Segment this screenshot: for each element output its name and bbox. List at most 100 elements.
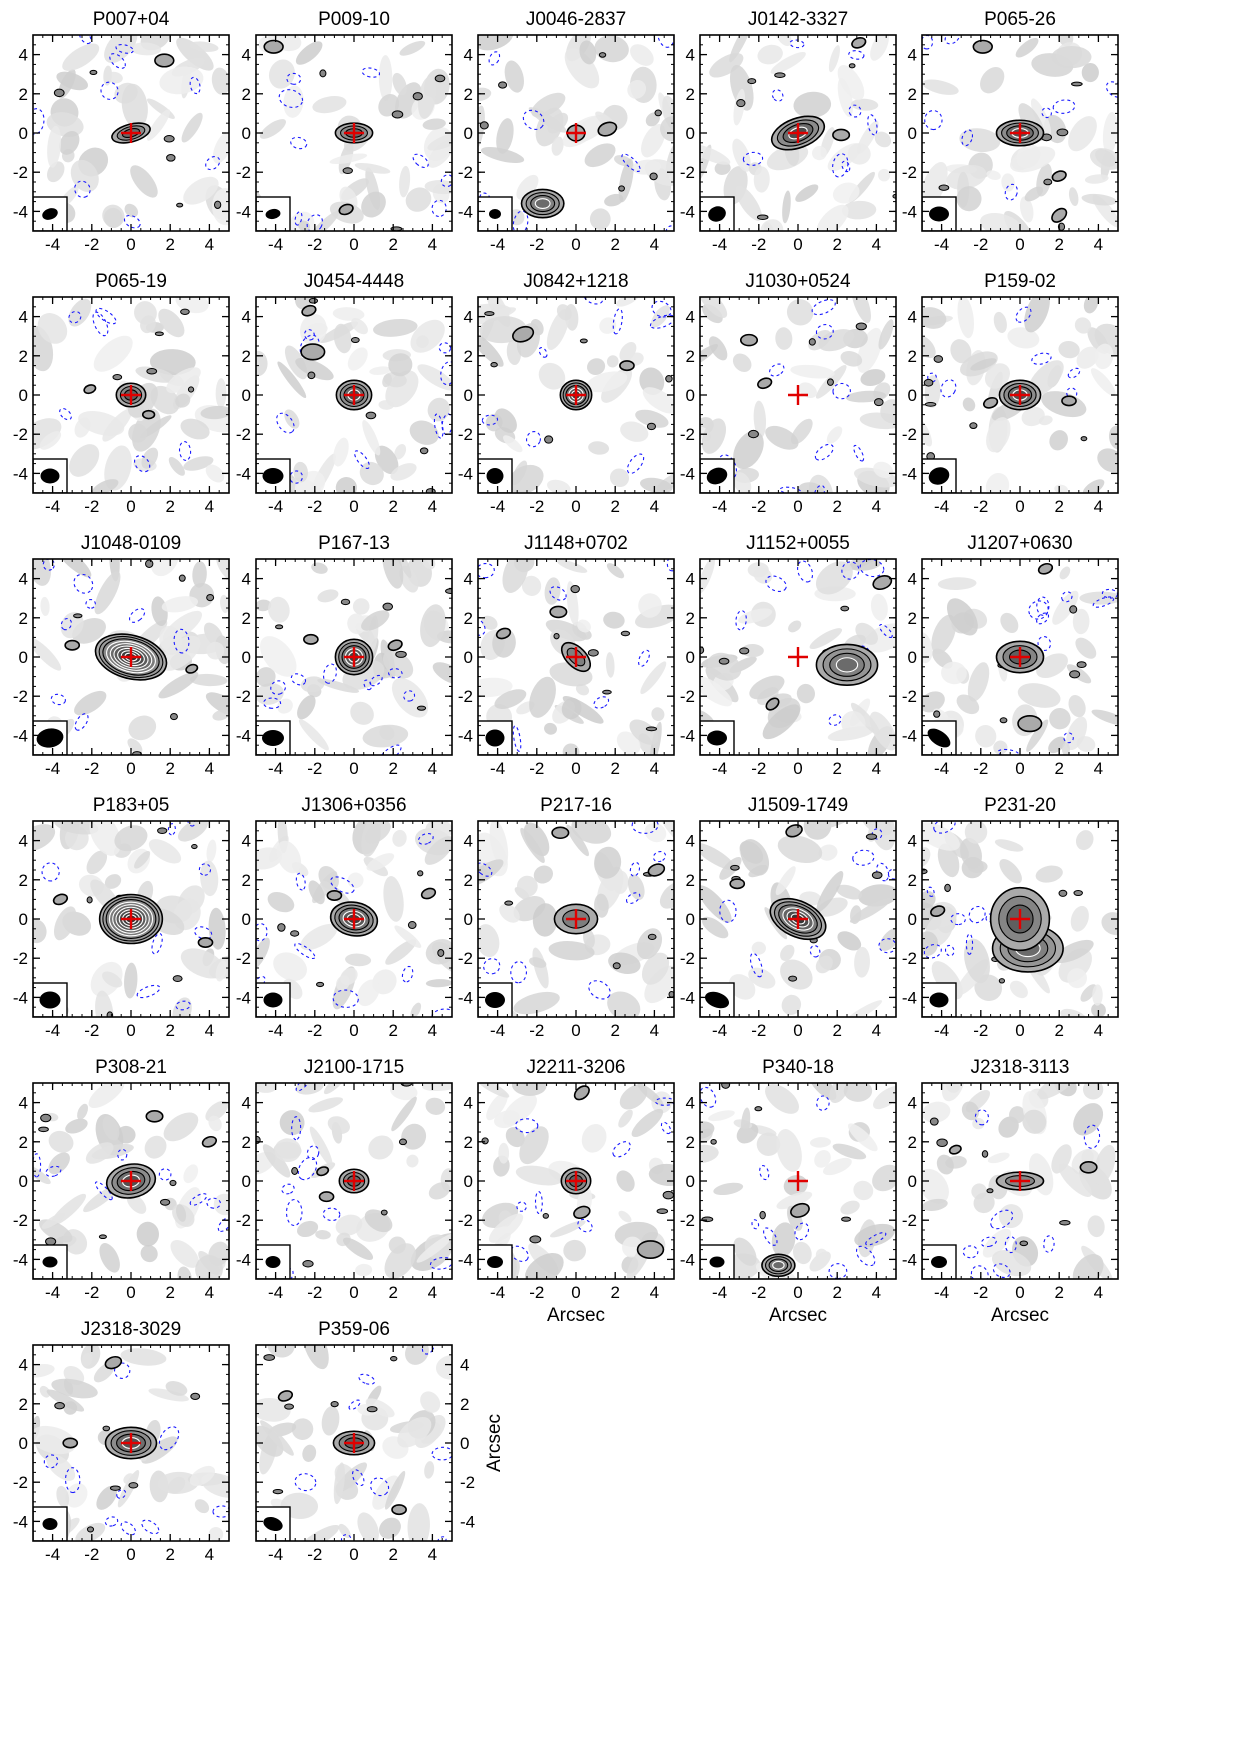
negative-contour (522, 109, 545, 130)
noise-patch (343, 1237, 374, 1260)
noise-patch (950, 339, 972, 364)
positive-speck (747, 429, 759, 439)
noise-patch (317, 678, 360, 693)
positive-speck (587, 649, 599, 657)
y-tick-label: -4 (680, 202, 695, 221)
noise-patch (488, 1213, 524, 1243)
positive-speck (275, 624, 284, 630)
noise-patch (176, 1204, 187, 1222)
x-tick-label: 4 (1094, 759, 1103, 778)
noise-patch (486, 1092, 508, 1121)
negative-contour (205, 156, 221, 171)
positive-speck (206, 593, 215, 602)
y-tick-label: 2 (464, 347, 473, 366)
positive-speck (145, 559, 154, 568)
x-tick-label: -2 (84, 1545, 99, 1564)
y-tick-label: 4 (242, 46, 251, 65)
noise-patch (700, 885, 732, 923)
negative-contour (970, 1265, 989, 1279)
y-tick-label: -4 (458, 464, 473, 483)
noise-patch (425, 979, 452, 988)
noise-patch (295, 41, 323, 65)
negative-contour (1067, 367, 1081, 379)
negative-contour (867, 114, 878, 136)
noise-patch (964, 938, 990, 984)
noise-patch (47, 125, 62, 168)
y-tick-label: 0 (19, 386, 28, 405)
noise-patch (351, 318, 368, 335)
y-tick-label: 2 (908, 347, 917, 366)
companion-source (391, 1504, 407, 1516)
noise-patch (732, 138, 751, 172)
noise-patch (544, 577, 561, 605)
noise-patch (37, 313, 68, 344)
panel-j2318-3029: -4 -2 0 2 4 -4 -2 0 2 4 J2318-3029 (13, 1319, 230, 1564)
y-tick-label: -2 (458, 425, 473, 444)
positive-speck (871, 871, 883, 880)
panel-title: P183+05 (93, 795, 170, 816)
positive-speck (570, 584, 580, 594)
noise-patch (417, 76, 437, 119)
noise-patch (1053, 939, 1094, 964)
positive-speck (553, 632, 560, 640)
noise-patch (732, 353, 752, 372)
noise-patch (352, 598, 370, 615)
noise-patch (135, 366, 175, 383)
y-tick-label: -2 (458, 687, 473, 706)
noise-patch (114, 825, 148, 852)
noise-patch (1081, 193, 1117, 206)
noise-patch (857, 120, 879, 154)
negative-contour (1092, 596, 1115, 608)
x-tick-label: 4 (428, 1021, 437, 1040)
noise-patch (299, 313, 327, 346)
negative-contour (74, 713, 89, 731)
companion-source (420, 887, 437, 900)
noise-patch (478, 35, 514, 51)
companion-source (326, 889, 343, 901)
positive-speck (481, 1137, 489, 1145)
noise-patch (566, 824, 590, 857)
panel-p065-19: -4 -2 0 2 4 -4 -2 0 2 4 P065-19 (13, 271, 230, 516)
negative-contour (198, 863, 212, 876)
positive-speck (504, 900, 514, 906)
noise-patch (733, 430, 764, 470)
y-tick-label: 4 (19, 46, 28, 65)
positive-speck (855, 322, 867, 331)
positive-speck (701, 1216, 714, 1223)
x-tick-label: -2 (973, 1283, 988, 1302)
negative-contour (965, 933, 974, 955)
panel-title: J1030+0524 (745, 271, 851, 292)
noise-patch (296, 1220, 319, 1238)
noise-patch (212, 188, 229, 226)
x-tick-label: -4 (268, 1545, 283, 1564)
companion-source (495, 627, 512, 640)
noise-patch (139, 415, 172, 439)
x-tick-label: -2 (751, 1021, 766, 1040)
x-tick-label: 2 (388, 759, 397, 778)
negative-contour (440, 361, 452, 386)
noise-patch (256, 667, 276, 687)
y-tick-label: 2 (19, 85, 28, 104)
noise-patch (529, 676, 556, 718)
negative-contour (771, 89, 784, 102)
y-tick-label: 4 (686, 308, 695, 327)
negative-contour (700, 1086, 717, 1108)
noise-patch (284, 409, 300, 429)
noise-patch (869, 711, 896, 751)
y-tick-label: 4 (908, 1094, 917, 1113)
noise-patch (836, 884, 863, 900)
noise-patch (384, 1470, 406, 1510)
noise-patch (961, 1101, 980, 1121)
noise-patch (1068, 187, 1079, 206)
noise-patch (980, 212, 1022, 231)
x-tick-label: 0 (793, 759, 802, 778)
y-tick-label: -2 (13, 163, 28, 182)
noise-patch (922, 822, 960, 851)
noise-patch (183, 1164, 199, 1184)
noise-patch (816, 871, 844, 912)
companion-source (83, 384, 97, 395)
positive-speck (756, 214, 769, 220)
x-axis-label: Arcsec (991, 1305, 1049, 1326)
noise-patch (96, 1485, 117, 1510)
noise-patch (1019, 196, 1034, 223)
